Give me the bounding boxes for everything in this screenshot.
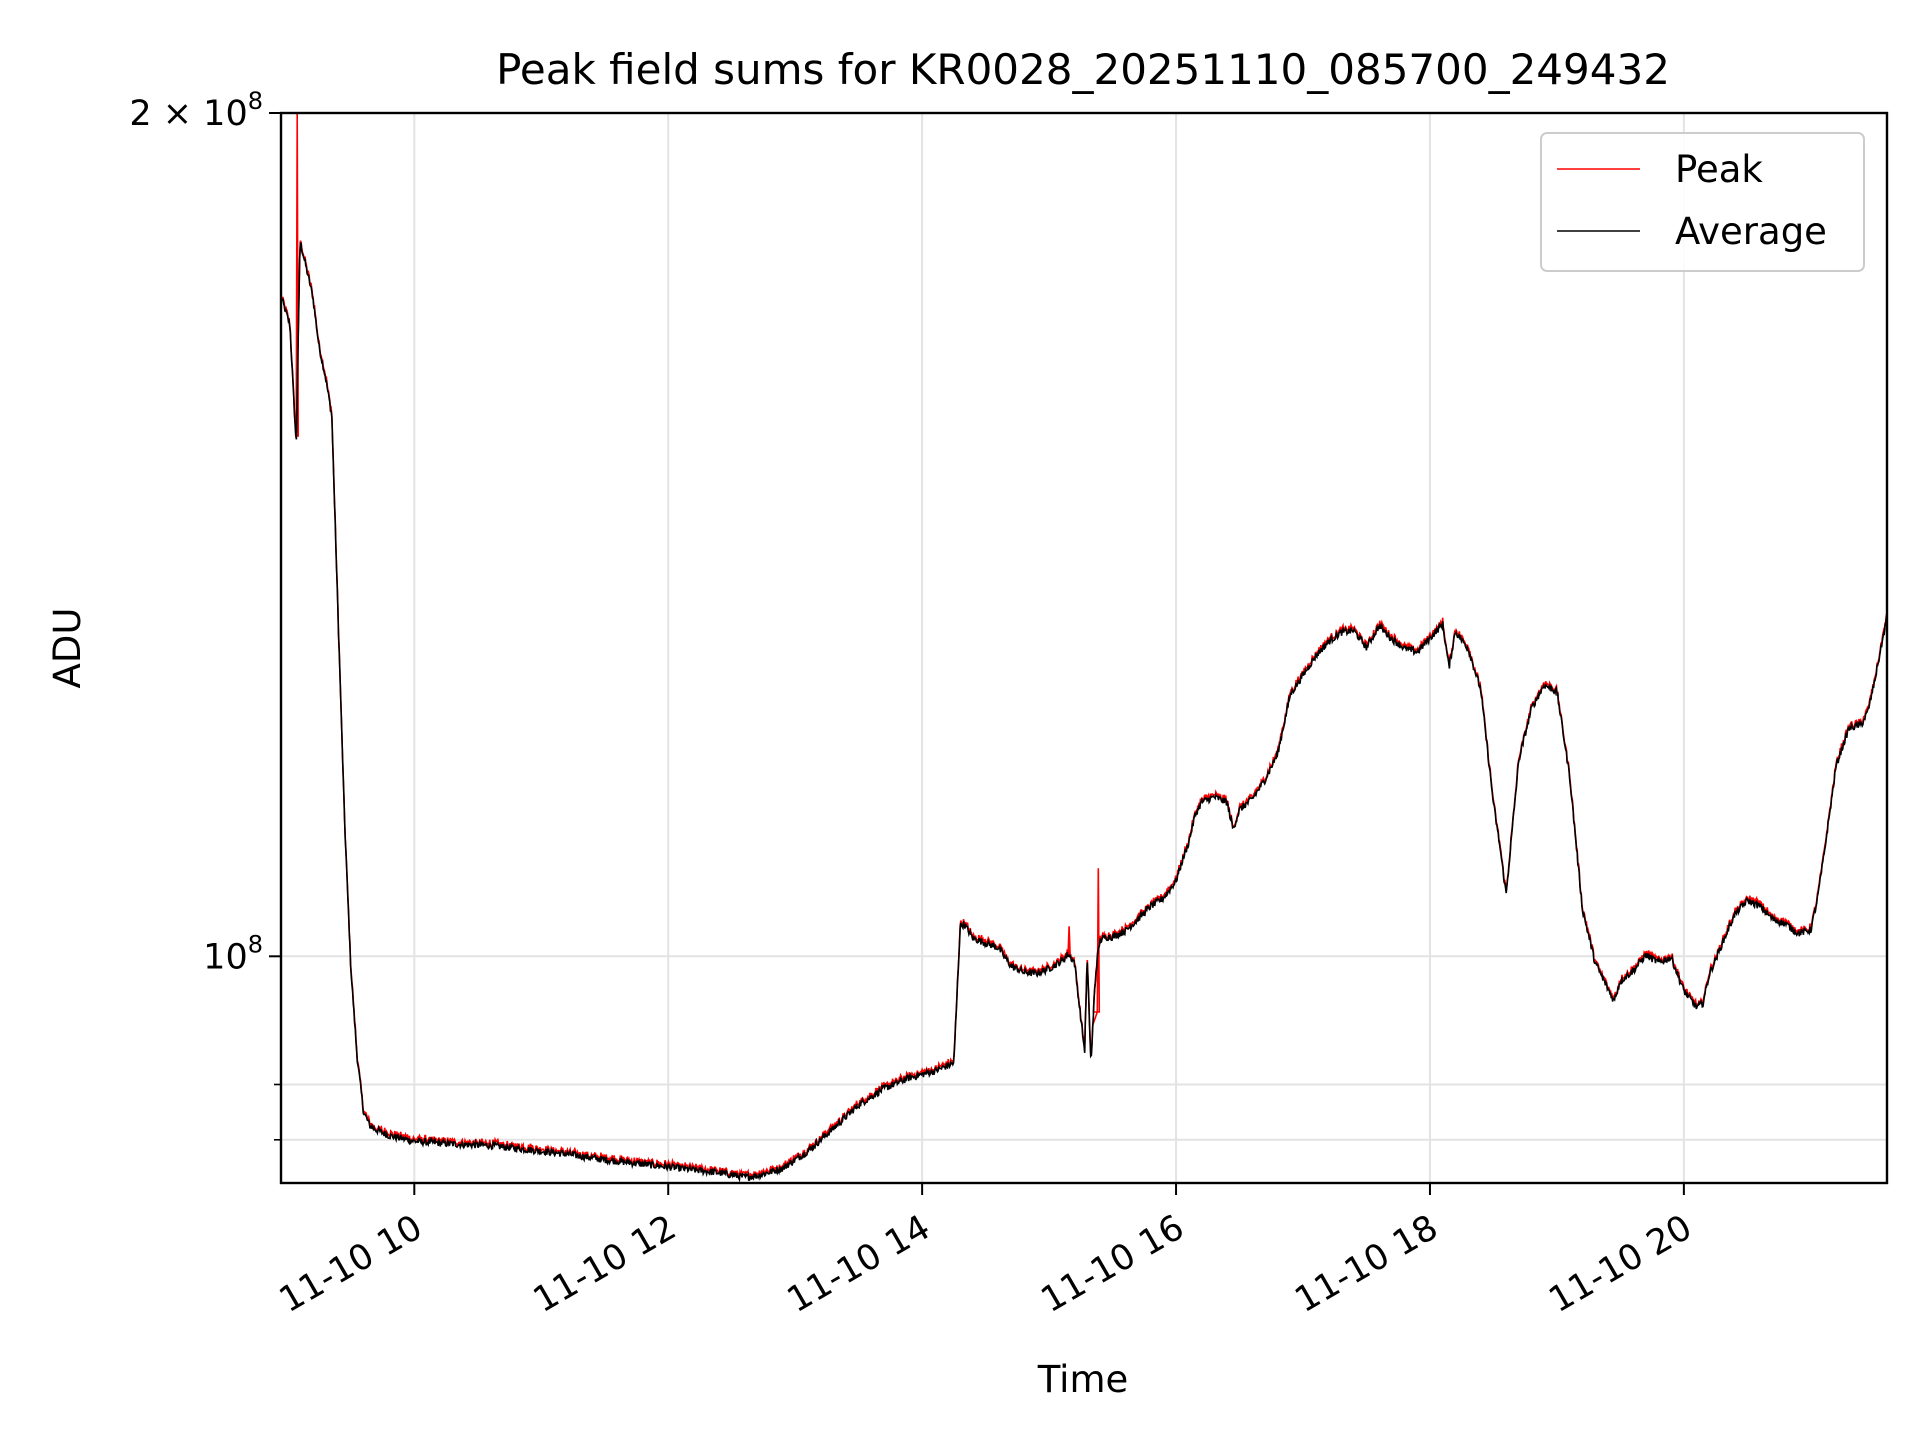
series-layer	[281, 113, 1887, 1183]
legend-label-average: Average	[1675, 210, 1827, 253]
chart-title: Peak field sums for KR0028_20251110_0857…	[496, 45, 1670, 94]
legend-label-peak: Peak	[1675, 148, 1763, 191]
legend-box	[1540, 132, 1865, 272]
y-tick-label: 2 × 108	[129, 87, 263, 134]
x-axis-label: Time	[1037, 1358, 1129, 1401]
y-axis-label: ADU	[46, 608, 89, 689]
plot-area: 11-10 10 11-10 12 11-10 14 11-10 16 11-10 18…	[129, 87, 1889, 1321]
plot-background	[281, 113, 1887, 1183]
y-tick-label: 108	[203, 930, 263, 977]
series-line-average	[281, 242, 1887, 1183]
legend: Peak Average	[1540, 132, 1865, 272]
plot-frame	[279, 111, 1889, 1185]
